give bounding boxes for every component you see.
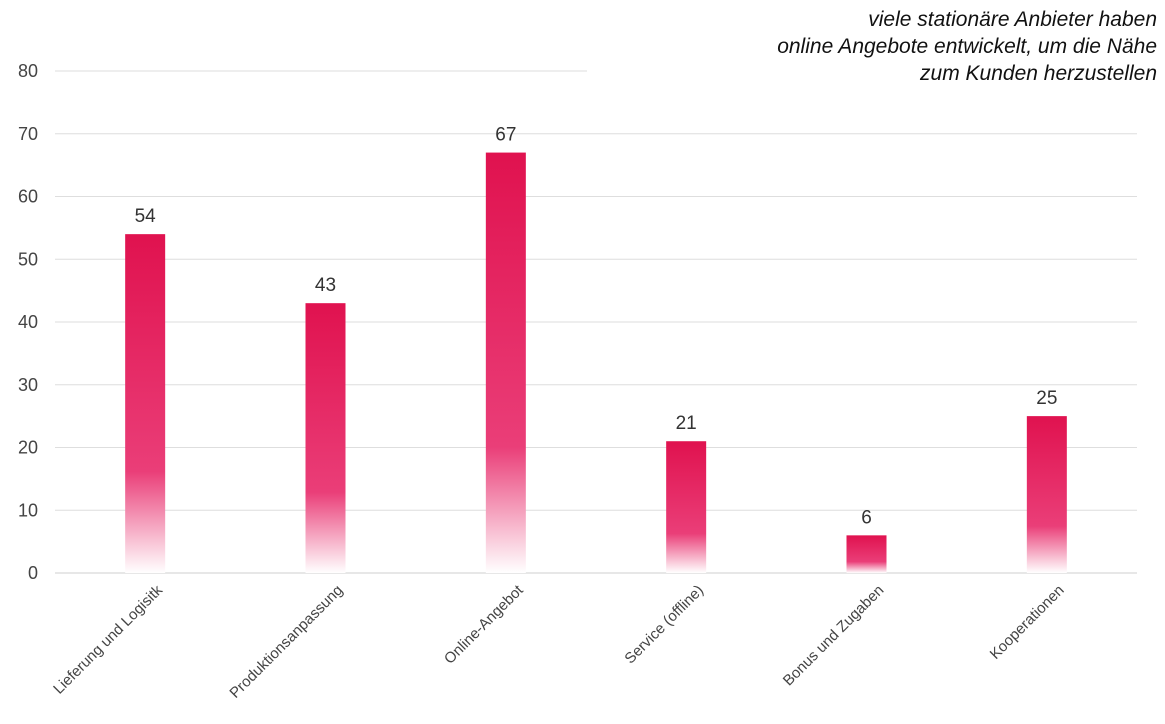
bar-2 xyxy=(305,303,346,573)
bar-1 xyxy=(125,234,166,573)
bar-6 xyxy=(1026,416,1067,573)
data-label-6: 25 xyxy=(1036,388,1057,409)
y-axis-tick-labels: 0 10 20 30 40 50 60 70 80 xyxy=(18,61,38,583)
category-label-1: Lieferung und Logisitk xyxy=(50,581,166,697)
bar-3 xyxy=(485,152,526,573)
data-label-5: 6 xyxy=(861,507,872,528)
category-label-3: Online-Angebot xyxy=(441,581,527,667)
y-tick-label-20: 20 xyxy=(18,438,38,458)
annotation-line-1: viele stationäre Anbieter haben xyxy=(868,8,1157,31)
y-tick-label-70: 70 xyxy=(18,124,38,144)
chart-annotation: viele stationäre Anbieter haben online A… xyxy=(587,4,1157,91)
data-label-4: 21 xyxy=(676,413,697,434)
annotation-line-3: zum Kunden herzustellen xyxy=(920,62,1157,85)
y-tick-label-50: 50 xyxy=(18,249,38,269)
category-label-6: Kooperationen xyxy=(987,582,1068,663)
bar-4 xyxy=(666,441,707,573)
category-label-2: Produktionsanpassung xyxy=(226,582,346,702)
data-label-3: 67 xyxy=(495,125,516,146)
y-tick-label-0: 0 xyxy=(28,563,38,583)
category-label-5: Bonus und Zugaben xyxy=(780,582,888,690)
y-tick-label-40: 40 xyxy=(18,312,38,332)
category-label-4: Service (offline) xyxy=(621,582,707,668)
data-labels: 54 43 67 21 6 25 xyxy=(135,125,1058,529)
gridlines xyxy=(55,70,1137,574)
y-tick-label-30: 30 xyxy=(18,375,38,395)
data-label-2: 43 xyxy=(315,275,336,296)
data-label-1: 54 xyxy=(135,206,157,227)
bars xyxy=(125,152,1067,573)
annotation-line-2: online Angebote entwickelt, um die Nähe xyxy=(777,35,1157,58)
x-axis-category-labels: Lieferung und Logisitk Produktionsanpassu… xyxy=(50,581,1067,702)
y-tick-label-10: 10 xyxy=(18,500,38,520)
y-tick-label-60: 60 xyxy=(18,187,38,207)
y-tick-label-80: 80 xyxy=(18,61,38,81)
bar-5 xyxy=(846,535,887,573)
